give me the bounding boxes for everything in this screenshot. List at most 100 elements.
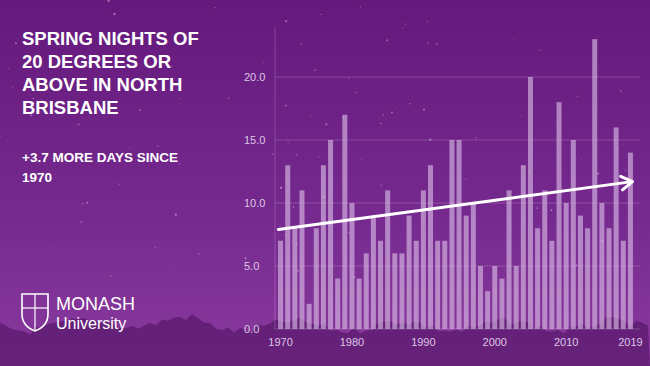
star — [108, 0, 110, 2]
star — [380, 184, 382, 186]
star — [228, 97, 229, 98]
logo-shield-line — [34, 294, 35, 331]
star — [80, 221, 82, 223]
star — [113, 13, 115, 15]
star — [382, 114, 384, 116]
bar — [614, 127, 619, 329]
bar — [599, 203, 604, 329]
star — [173, 267, 174, 268]
star — [109, 10, 110, 11]
bar — [278, 241, 283, 329]
star — [179, 98, 181, 100]
star — [386, 39, 388, 41]
star — [577, 96, 578, 97]
bar — [564, 203, 569, 329]
y-tick-label: 10.0 — [244, 197, 265, 209]
bar — [399, 253, 404, 329]
bar — [314, 228, 319, 329]
star — [536, 207, 538, 209]
bar — [507, 190, 512, 329]
bar — [435, 241, 440, 329]
bar — [364, 253, 369, 329]
bar — [535, 228, 540, 329]
bar — [457, 140, 462, 329]
star — [119, 183, 120, 184]
star — [396, 107, 397, 108]
bar — [349, 203, 354, 329]
bar — [528, 77, 533, 329]
x-tick-label: 2019 — [618, 336, 642, 348]
bar — [442, 241, 447, 329]
bar — [321, 165, 326, 329]
star — [295, 154, 297, 156]
bar — [464, 216, 469, 329]
y-tick-label: 15.0 — [244, 134, 265, 146]
bar — [449, 140, 454, 329]
star — [405, 23, 407, 25]
bar — [514, 266, 519, 329]
title: SPRING NIGHTS OF — [22, 28, 199, 49]
x-labels: 197019801990200020102019 — [268, 336, 642, 348]
star — [623, 143, 624, 144]
star — [175, 214, 177, 216]
subtitle: 1970 — [22, 170, 52, 185]
star — [348, 77, 350, 79]
logo: MONASHUniversity — [22, 294, 135, 332]
star — [157, 145, 159, 147]
logo-shield — [22, 294, 48, 331]
y-grid: 0.05.010.015.020.0 — [244, 71, 640, 335]
star — [77, 123, 79, 125]
star — [361, 158, 362, 159]
star — [154, 247, 156, 249]
star — [8, 68, 9, 69]
star — [597, 172, 599, 174]
bar — [478, 266, 483, 329]
star — [179, 163, 180, 164]
star — [272, 153, 274, 155]
chart: 0.05.010.015.020.01970198019902000201020… — [0, 0, 650, 366]
star — [475, 137, 476, 138]
star — [50, 246, 51, 247]
bar — [285, 165, 290, 329]
title: 20 DEGREES OR — [22, 51, 171, 72]
star — [521, 115, 522, 116]
grid-line — [275, 77, 640, 78]
bar — [392, 253, 397, 329]
star — [550, 209, 552, 211]
star — [285, 105, 287, 107]
star — [436, 43, 438, 45]
star — [0, 136, 1, 138]
bar — [307, 304, 312, 329]
star — [391, 111, 393, 113]
logo-text: MONASH — [56, 294, 135, 314]
star — [427, 42, 429, 44]
bar — [299, 190, 304, 329]
y-axis-line — [275, 27, 276, 329]
x-tick-label: 2010 — [554, 336, 578, 348]
star — [355, 92, 356, 93]
trend-arrowhead — [621, 176, 633, 189]
star — [82, 203, 84, 205]
bar — [414, 241, 419, 329]
title: BRISBANE — [22, 97, 119, 118]
star — [110, 275, 112, 277]
bar — [385, 190, 390, 329]
bar — [357, 279, 362, 329]
bar — [328, 140, 333, 329]
bar — [378, 241, 383, 329]
star — [426, 21, 428, 23]
bar — [542, 190, 547, 329]
star — [12, 86, 14, 88]
logo-text: University — [56, 315, 126, 332]
star — [465, 178, 467, 180]
bar — [621, 241, 626, 329]
bars — [278, 39, 633, 329]
star — [129, 147, 131, 149]
star — [539, 49, 541, 51]
bar — [428, 165, 433, 329]
bar — [407, 216, 412, 329]
title: ABOVE IN NORTH — [22, 74, 182, 95]
bar — [292, 228, 297, 329]
y-tick-label: 0.0 — [244, 323, 259, 335]
star — [214, 7, 215, 8]
